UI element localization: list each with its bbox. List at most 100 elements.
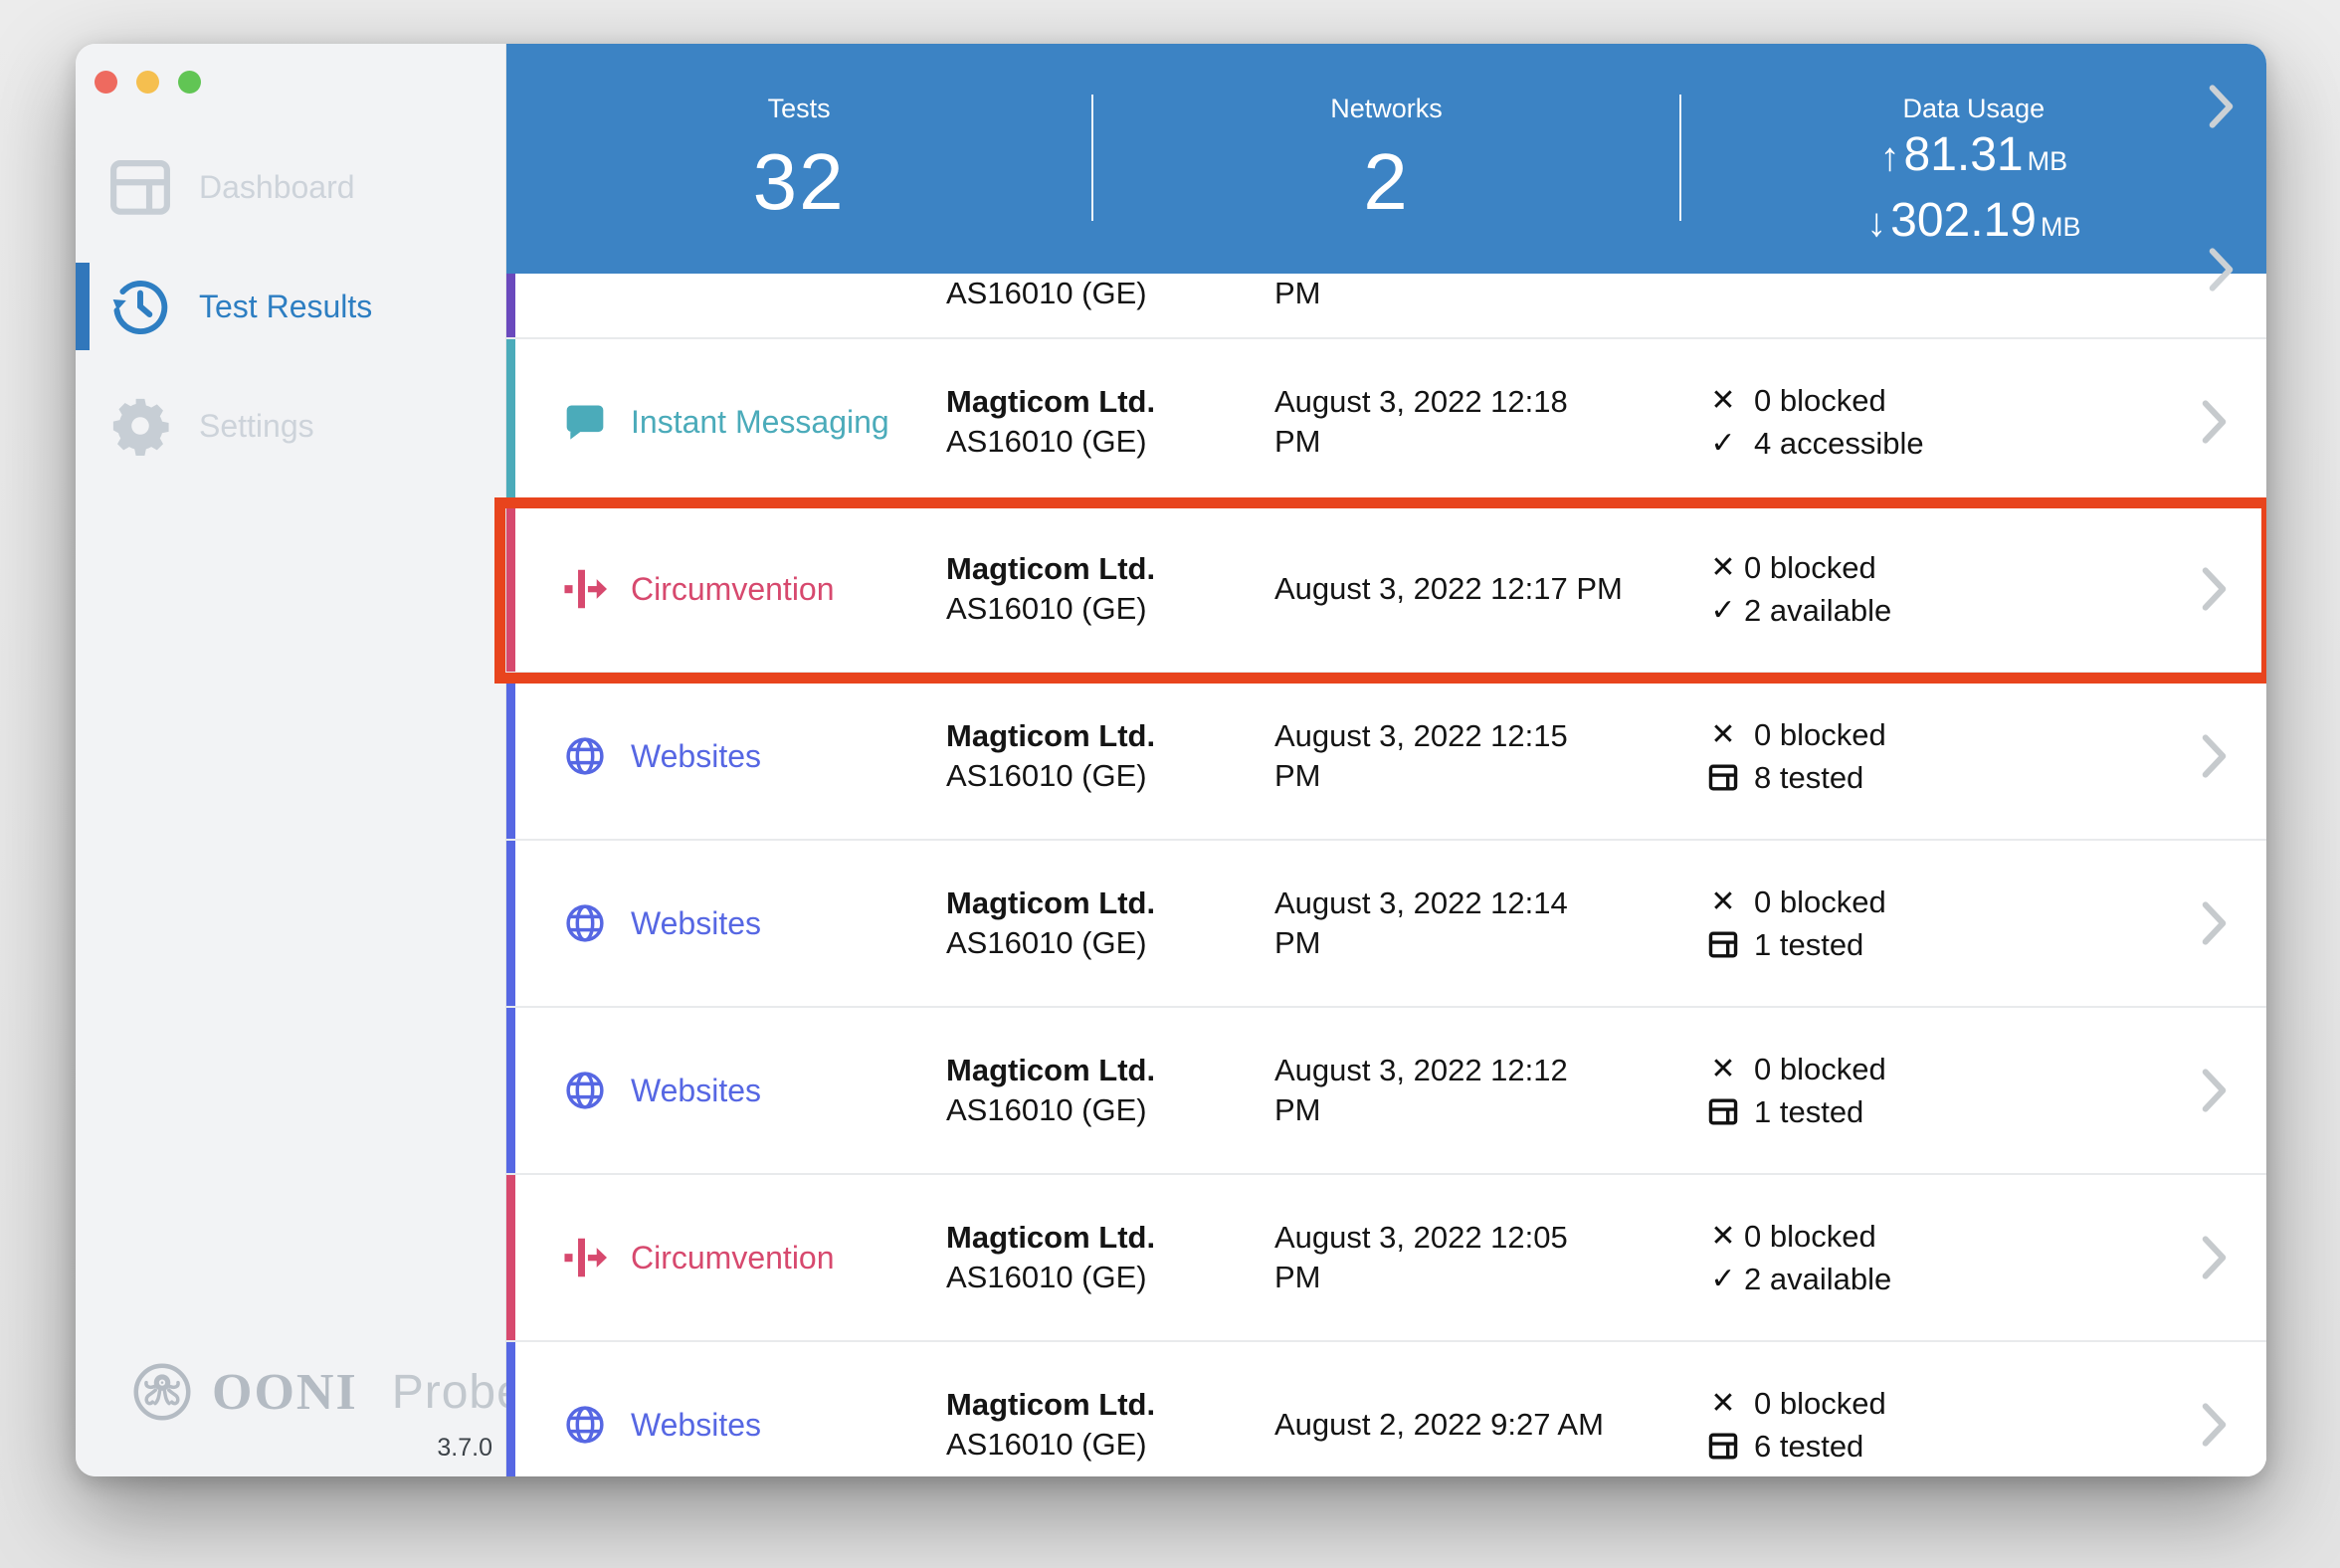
test-date-line: August 3, 2022 12:14 bbox=[1274, 885, 1568, 920]
status-text: 0 blocked bbox=[1744, 550, 1876, 585]
main-panel: Tests 32 Networks 2 Data Usage ↑ 81.31 M… bbox=[494, 44, 2266, 1476]
x-icon: ✕ bbox=[1710, 384, 1736, 417]
tested-icon bbox=[1707, 931, 1739, 958]
test-date-line: August 3, 2022 12:15 bbox=[1274, 718, 1568, 753]
stat-data-usage: Data Usage ↑ 81.31 MB ↓ 302.19 MB bbox=[1681, 44, 2266, 274]
x-icon: ✕ bbox=[1710, 1053, 1736, 1085]
upload-arrow-icon: ↑ bbox=[1879, 135, 1900, 179]
check-icon: ✓ bbox=[1710, 1263, 1736, 1295]
sidebar-item-dashboard[interactable]: Dashboard bbox=[76, 155, 505, 219]
x-icon: ✕ bbox=[1710, 1220, 1736, 1253]
test-date: August 3, 2022 12:15 PM bbox=[1274, 716, 1707, 796]
test-name: Instant Messaging bbox=[631, 403, 889, 440]
window-controls bbox=[95, 71, 201, 94]
test-status: ✕ 0 blocked 8 tested bbox=[1707, 713, 2162, 799]
status-line: ✕ 0 blocked bbox=[1707, 1382, 2162, 1425]
stat-tests: Tests 32 bbox=[506, 44, 1091, 274]
status-text: 0 blocked bbox=[1754, 383, 1886, 418]
test-status: ✕ 0 blocked 1 tested bbox=[1707, 881, 2162, 966]
test-result-row[interactable]: Circumvention Magticom Ltd. AS16010 (GE)… bbox=[506, 1175, 2266, 1342]
status-line: ✕ 0 blocked bbox=[1707, 379, 2162, 422]
network-name: Magticom Ltd. bbox=[946, 384, 1156, 419]
status-line: ✓ 4 accessible bbox=[1707, 422, 2162, 465]
network-asn: AS16010 (GE) bbox=[946, 758, 1147, 793]
test-date-line: August 3, 2022 12:12 bbox=[1274, 1053, 1568, 1087]
zoom-window-button[interactable] bbox=[178, 71, 201, 94]
network-asn: AS16010 (GE) bbox=[946, 424, 1147, 459]
network-name: Magticom Ltd. bbox=[946, 718, 1156, 753]
header-divider bbox=[1091, 95, 1094, 221]
minimize-window-button[interactable] bbox=[136, 71, 159, 94]
status-text: 0 blocked bbox=[1754, 717, 1886, 752]
test-status: ✕ 0 blocked ✓ 2 available bbox=[1707, 546, 2162, 632]
download-arrow-icon: ↓ bbox=[1866, 201, 1887, 245]
summary-header[interactable]: Tests 32 Networks 2 Data Usage ↑ 81.31 M… bbox=[506, 44, 2266, 292]
network-asn: AS16010 (GE) bbox=[946, 1427, 1147, 1462]
chevron-right-icon bbox=[2162, 566, 2266, 612]
test-result-row[interactable]: Circumvention Magticom Ltd. AS16010 (GE)… bbox=[494, 497, 2266, 684]
test-date-line: August 3, 2022 12:17 PM bbox=[1274, 571, 1623, 606]
test-result-row[interactable]: AS16010 (GE) PM bbox=[506, 274, 2266, 339]
status-text: 2 available bbox=[1744, 1262, 1892, 1296]
check-icon: ✓ bbox=[1710, 427, 1736, 460]
sidebar-item-label: Test Results bbox=[199, 288, 373, 324]
status-line: 1 tested bbox=[1707, 1090, 2162, 1133]
test-result-row[interactable]: Websites Magticom Ltd. AS16010 (GE) Augu… bbox=[506, 1342, 2266, 1476]
test-date: August 3, 2022 12:14 PM bbox=[1274, 883, 1707, 963]
chevron-right-icon bbox=[2162, 900, 2266, 946]
results-list: AS16010 (GE) PM Instant Messaging Magtic… bbox=[494, 274, 2266, 1476]
status-line: ✕ 0 blocked bbox=[1707, 713, 2162, 756]
status-text: 0 blocked bbox=[1744, 1219, 1876, 1254]
status-text: 1 tested bbox=[1754, 1094, 1864, 1129]
dashboard-icon bbox=[109, 159, 171, 215]
app-logo-area: OONI Probe 3.7.0 bbox=[76, 1362, 523, 1463]
test-status: ✕ 0 blocked 1 tested bbox=[1707, 1048, 2162, 1133]
status-line: 6 tested bbox=[1707, 1425, 2162, 1468]
tested-icon bbox=[1707, 1098, 1739, 1125]
history-icon bbox=[109, 280, 171, 334]
sidebar-item-settings[interactable]: Settings bbox=[76, 394, 505, 458]
sidebar-nav: Dashboard Test Results bbox=[76, 155, 505, 513]
status-line: ✕ 0 blocked bbox=[1707, 546, 2162, 589]
sidebar-item-label: Settings bbox=[199, 407, 314, 444]
globe-icon bbox=[563, 1069, 607, 1112]
download-value: 302.19 bbox=[1890, 194, 2037, 247]
stat-networks: Networks 2 bbox=[1093, 44, 1678, 274]
test-date: PM bbox=[1274, 274, 1707, 313]
test-status: ✕ 0 blocked ✓ 2 available bbox=[1707, 1215, 2162, 1300]
test-name: Circumvention bbox=[631, 570, 835, 607]
tested-icon bbox=[1707, 1433, 1739, 1460]
chevron-right-icon[interactable] bbox=[2208, 247, 2235, 293]
test-result-row[interactable]: Instant Messaging Magticom Ltd. AS16010 … bbox=[506, 339, 2266, 506]
sidebar-item-test-results[interactable]: Test Results bbox=[76, 263, 505, 350]
status-line: ✕ 0 blocked bbox=[1707, 1048, 2162, 1090]
test-result-row[interactable]: Websites Magticom Ltd. AS16010 (GE) Augu… bbox=[506, 674, 2266, 841]
test-result-row[interactable]: Websites Magticom Ltd. AS16010 (GE) Augu… bbox=[506, 841, 2266, 1008]
status-text: 2 available bbox=[1744, 593, 1892, 628]
status-text: 0 blocked bbox=[1754, 884, 1886, 919]
close-window-button[interactable] bbox=[95, 71, 117, 94]
test-date-line: PM bbox=[1274, 424, 1321, 459]
x-icon: ✕ bbox=[1710, 551, 1736, 584]
status-text: 6 tested bbox=[1754, 1429, 1864, 1464]
test-result-row[interactable]: Websites Magticom Ltd. AS16010 (GE) Augu… bbox=[506, 1008, 2266, 1175]
test-date-line: PM bbox=[1274, 276, 1321, 310]
circumvention-icon bbox=[563, 567, 607, 611]
test-name: Websites bbox=[631, 1072, 762, 1108]
sidebar: Dashboard Test Results bbox=[76, 44, 523, 1476]
x-icon: ✕ bbox=[1710, 718, 1736, 751]
network-asn: AS16010 (GE) bbox=[946, 1260, 1147, 1294]
network-asn: AS16010 (GE) bbox=[946, 1092, 1147, 1127]
stat-value: 2 bbox=[1363, 137, 1410, 226]
network-name: Magticom Ltd. bbox=[946, 1053, 1156, 1087]
chevron-right-icon[interactable] bbox=[2208, 84, 2235, 129]
test-name: Circumvention bbox=[631, 1239, 835, 1275]
test-date: August 3, 2022 12:12 PM bbox=[1274, 1051, 1707, 1130]
test-date: August 3, 2022 12:05 PM bbox=[1274, 1218, 1707, 1297]
chevron-right-icon bbox=[2162, 733, 2266, 779]
circumvention-icon bbox=[563, 1236, 607, 1279]
status-line: ✓ 2 available bbox=[1707, 589, 2162, 632]
chevron-right-icon bbox=[2162, 399, 2266, 445]
gear-icon bbox=[109, 398, 171, 456]
globe-icon bbox=[563, 734, 607, 778]
